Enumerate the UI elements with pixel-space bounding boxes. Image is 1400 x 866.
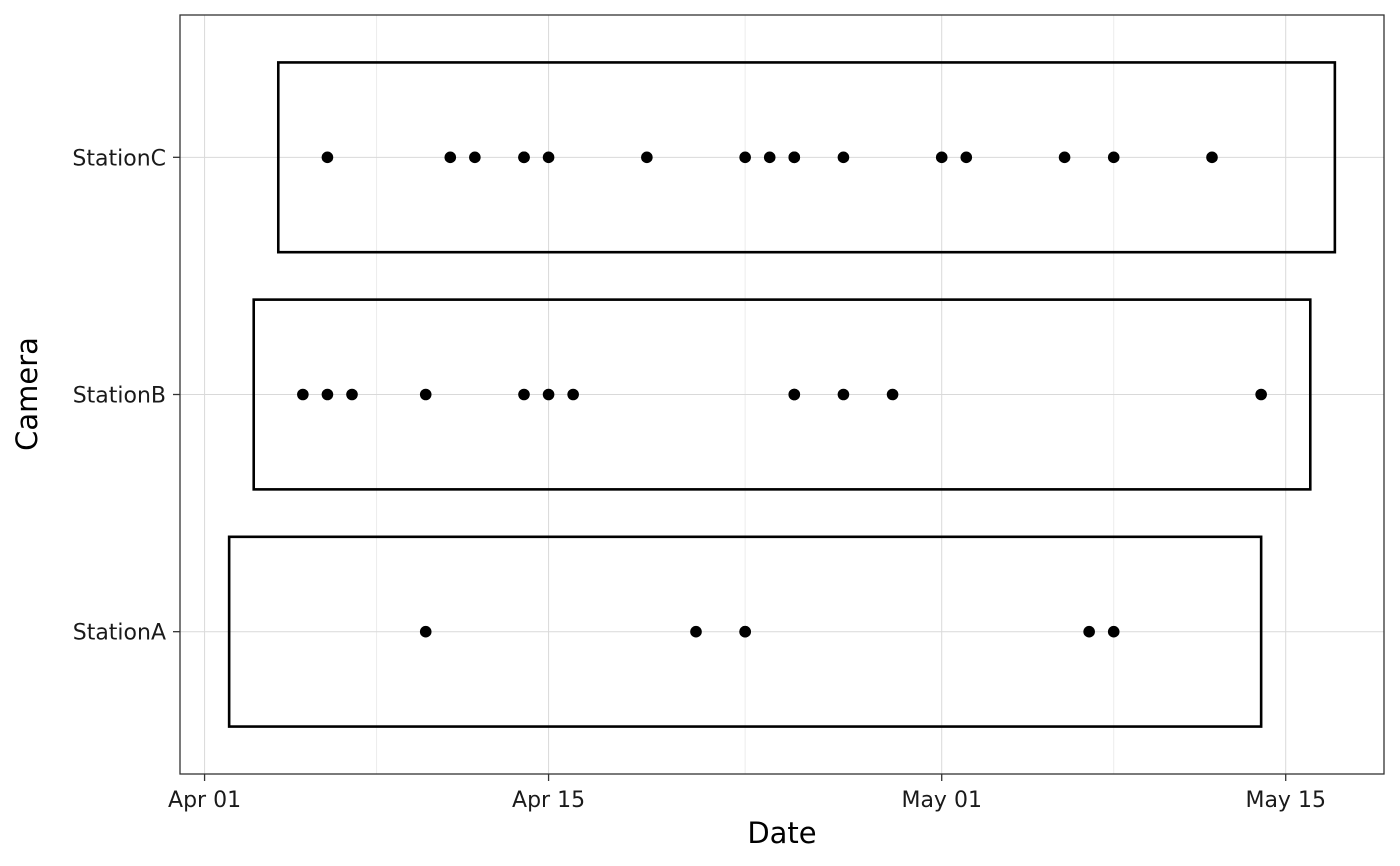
detection-point — [739, 151, 751, 164]
x-axis-title: Date — [747, 816, 816, 850]
detection-point — [444, 151, 457, 164]
x-tick-label: May 01 — [901, 788, 981, 813]
detection-point — [641, 151, 653, 164]
detection-point — [788, 388, 801, 401]
x-tick-label: Apr 15 — [512, 788, 585, 813]
major-gridlines — [180, 15, 1384, 774]
detection-point — [419, 625, 432, 638]
detection-point — [1107, 625, 1120, 638]
detection-point — [690, 625, 702, 638]
detection-point — [321, 151, 334, 164]
detection-point — [1058, 151, 1071, 164]
detection-point — [1206, 151, 1218, 164]
detection-point — [1107, 151, 1120, 164]
detection-point — [960, 151, 973, 164]
detection-point — [346, 388, 358, 401]
deployment-rectangles — [227, 61, 1337, 728]
detection-point — [837, 388, 850, 401]
detection-point — [518, 388, 530, 401]
x-tick-label: May 15 — [1245, 788, 1325, 813]
x-axis: Apr 01 Apr 15 May 01 May 15 — [168, 774, 1326, 813]
y-axis: StationA StationB StationC — [72, 146, 180, 646]
y-tick-label: StationC — [72, 146, 166, 171]
detection-point — [542, 388, 555, 401]
deployment-rect-stationc — [276, 61, 1337, 254]
detection-point — [297, 388, 309, 401]
detection-point — [567, 388, 579, 401]
detection-point — [518, 151, 530, 164]
detection-point — [886, 388, 899, 401]
detection-point — [935, 151, 948, 164]
detection-point — [542, 151, 555, 164]
detection-point — [763, 151, 776, 164]
detection-points — [297, 151, 1267, 638]
detection-point — [1255, 388, 1267, 401]
y-tick-label: StationB — [73, 384, 166, 409]
deployment-rect-stationb — [252, 298, 1312, 491]
detection-point — [788, 151, 801, 164]
detection-point — [1083, 625, 1095, 638]
detection-point — [739, 625, 751, 638]
y-tick-label: StationA — [73, 621, 166, 646]
detection-point — [419, 388, 432, 401]
detection-point — [469, 151, 481, 164]
y-axis-title: Camera — [10, 337, 44, 451]
deployment-rect-stationa — [227, 535, 1263, 728]
detection-point — [321, 388, 334, 401]
x-tick-label: Apr 01 — [168, 788, 241, 813]
detection-point — [837, 151, 850, 164]
